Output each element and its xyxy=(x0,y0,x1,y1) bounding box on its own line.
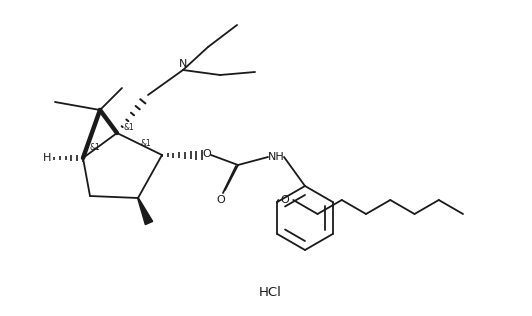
Text: &1: &1 xyxy=(123,124,134,132)
Text: NH: NH xyxy=(268,152,285,162)
Text: &1: &1 xyxy=(140,138,152,148)
Text: O: O xyxy=(203,149,211,159)
Text: H: H xyxy=(43,153,51,163)
Text: HCl: HCl xyxy=(259,285,281,299)
Text: O: O xyxy=(280,195,289,205)
Text: N: N xyxy=(179,59,187,69)
Polygon shape xyxy=(138,198,153,225)
Text: &1: &1 xyxy=(90,143,101,153)
Text: O: O xyxy=(217,195,226,205)
